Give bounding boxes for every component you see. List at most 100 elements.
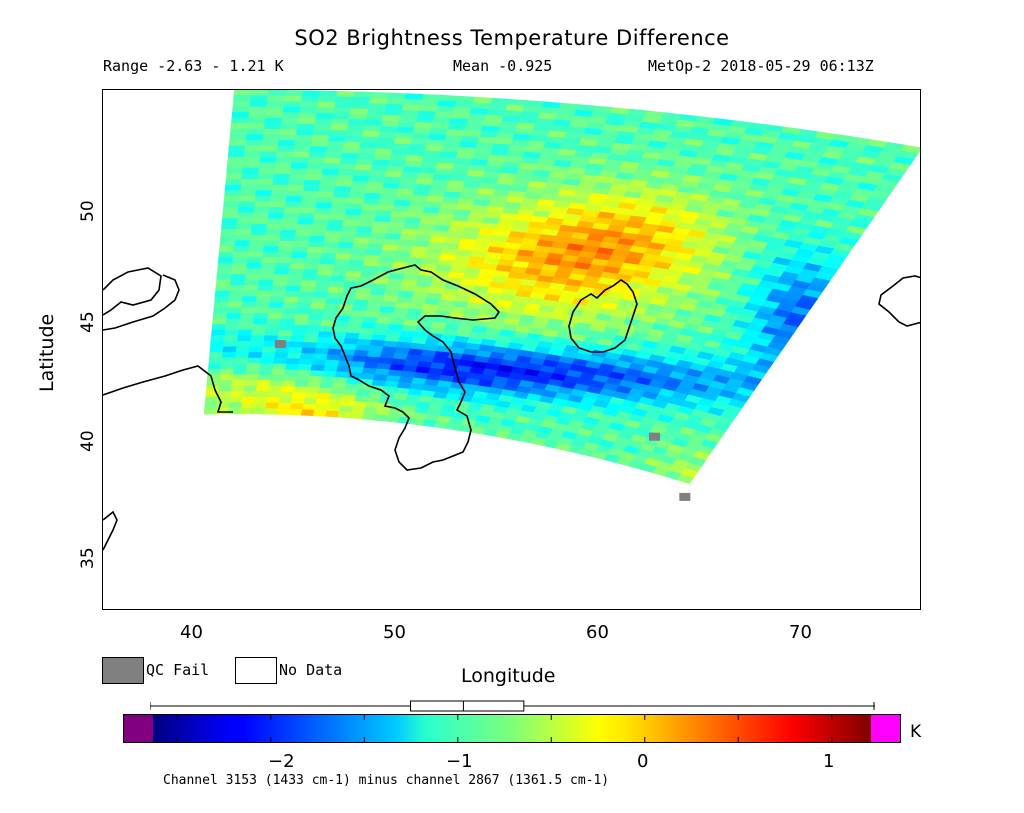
swath-pixel [333,377,349,385]
swath-pixel [304,258,322,265]
swath-pixel [236,341,252,348]
swath-pixel [212,318,227,326]
swath-pixel [348,315,365,323]
swath-pixel [210,335,226,342]
swath-pixel [352,175,370,183]
swath-pixel [204,402,218,409]
swath-pixel [327,348,343,356]
swath-pixel [336,174,355,182]
swath-pixel [222,212,239,219]
swath-pixel [235,352,250,359]
swath-pixel [258,167,276,175]
swath-pixel [379,125,399,133]
no-data-label: No Data [279,661,343,679]
swath-pixel [317,191,335,198]
swath-pixel [316,393,332,401]
swath-pixel [209,346,224,354]
swath-pixel [295,308,311,315]
swath-pixel [299,285,316,293]
swath-pixel [267,391,282,398]
swath-pixel [348,192,366,200]
swath-pixel [247,357,262,365]
swath-pixel [363,192,382,200]
swath-pixel [271,285,288,292]
swath-pixel [263,240,281,247]
swath-pixel [228,290,245,298]
swath-pixel [339,298,356,306]
swath-pixel [312,129,331,137]
swath-pixel [306,162,325,170]
swath-pixel [250,229,267,236]
swath-pixel [253,201,271,208]
qc-fail-pixel [649,432,660,441]
swath-pixel [327,286,344,294]
swath-pixel [239,195,256,203]
swath-pixel [317,101,336,109]
swath-pixel [229,128,248,136]
swath-pixel [247,117,266,124]
swath-pixel [329,124,349,132]
swath-pixel [252,407,267,415]
swath-pixel [231,379,246,387]
swath-pixel [288,268,305,276]
swath-pixel [205,385,220,393]
swath-pixel [351,102,370,110]
swath-pixel [204,396,219,404]
swath-pixel [267,90,287,97]
swath-pixel [252,318,268,326]
swath-pixel [261,346,277,354]
swath-pixel [368,237,386,245]
swath-pixel [233,95,252,102]
swath-pixel [337,169,356,177]
swath-pixel [246,257,263,264]
swath-pixel [319,90,338,98]
swath-pixel [289,403,304,410]
swath-pixel [249,234,266,242]
swath-pixel [302,185,321,192]
swath-pixel [275,156,294,164]
swath-pixel [291,157,310,164]
swath-pixel [252,212,270,219]
swath-pixel [260,145,279,153]
swath-pixel [359,142,378,149]
swath-pixel [292,246,309,254]
swath-pixel [270,290,287,298]
swath-pixel [222,346,238,353]
swath-pixel [296,369,312,377]
swath-pixel [264,408,279,415]
swath-pixel [377,137,396,145]
swath-pixel [269,380,284,387]
swath-pixel [234,234,252,242]
swath-pixel [241,296,258,303]
swath-pixel [363,125,382,133]
swath-pixel [342,219,360,227]
swath-pixel [291,330,307,338]
swath-pixel [226,313,242,320]
swath-pixel [215,279,232,286]
distribution-boxplot [150,700,875,712]
swath-pixel [352,242,370,250]
swath-pixel [284,90,304,97]
swath-pixel [311,224,328,232]
swath-pixel [208,352,224,359]
swath-pixel [249,340,265,348]
swath-pixel [392,143,411,151]
swath-pixel [315,112,334,120]
swath-pixel [409,417,426,426]
swath-pixel [247,251,264,258]
swath-pixel [284,95,303,103]
y-axis-label: Latitude [36,313,58,392]
swath-pixel [272,179,290,186]
xtick-70: 70 [789,622,812,643]
swath-pixel [213,307,229,314]
swath-pixel [308,235,326,243]
swath-data [203,90,920,501]
swath-pixel [321,247,339,255]
swath-pixel [226,167,244,175]
chart-title: SO2 Brightness Temperature Difference [294,26,730,50]
swath-pixel [250,95,269,102]
swath-pixel [360,136,380,144]
swath-pixel [256,380,271,387]
swath-pixel [382,114,402,122]
swath-pixel [339,158,358,166]
